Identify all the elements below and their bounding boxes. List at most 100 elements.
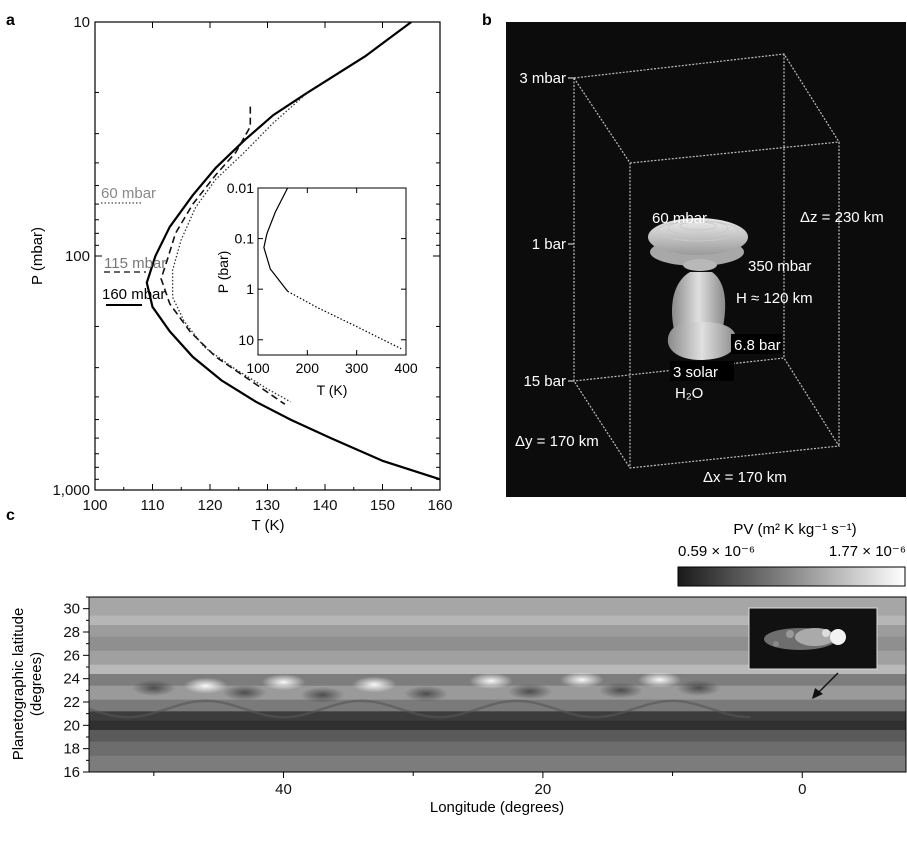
inset-ytick-label: 0.01: [227, 180, 254, 196]
panel-a-xtick-label: 150: [370, 497, 395, 514]
colorbar-title: PV (m² K kg⁻¹ s⁻¹): [733, 521, 856, 538]
panel-a-series-dotted: [171, 91, 309, 403]
panel-a-ytick-label: 10: [73, 14, 90, 31]
wireframe-box: [573, 53, 841, 469]
latitude-band: [89, 625, 906, 638]
panel-c-frame: [88, 596, 907, 773]
panel-c-ytick-label: 24: [63, 671, 80, 688]
panel-c-ylabel-line1: Planetographic latitude: [10, 608, 27, 761]
label-3mbar: 3 mbar: [519, 70, 566, 87]
plume-annotations: 60 mbar Δz = 230 km 350 mbar H ≈ 120 km …: [515, 209, 884, 486]
panel-c-ytick-label: 28: [63, 624, 80, 641]
inset-arrow: [817, 672, 839, 694]
convective-plume: [648, 218, 748, 360]
inset-xtick-label: 400: [394, 360, 418, 376]
vortex: [352, 676, 397, 693]
panel-c-xlabel: Longitude (degrees): [430, 799, 564, 816]
vortex: [404, 685, 449, 702]
panel-a-xtick-label: 160: [427, 497, 452, 514]
panel-c-letter: c: [6, 507, 15, 524]
panel-b-letter: b: [482, 12, 492, 29]
label-6.8bar-bg: [731, 334, 782, 354]
latitude-band: [89, 699, 906, 712]
latitude-band: [89, 615, 906, 626]
panel-c: c PV (m² K kg⁻¹ s⁻¹) 0.59 × 10⁻⁶ 1.77 × …: [6, 507, 907, 816]
panel-a-series-solid: [145, 22, 440, 481]
inset-background: [252, 184, 408, 364]
panel-c-ytick-label: 18: [63, 741, 80, 758]
vortex: [131, 680, 176, 696]
inset-ytick-label: 0.1: [235, 231, 255, 247]
label-3solar: 3 solar: [673, 364, 718, 381]
panel-c-xtick-label: 20: [535, 781, 552, 798]
legend-160mbar-label: 160 mbar: [102, 286, 165, 303]
label-scale-height: H ≈ 120 km: [736, 290, 813, 307]
label-delta-x: Δx = 170 km: [703, 469, 787, 486]
wave-line: [89, 699, 751, 719]
panel-c-ytick-label: 26: [63, 647, 80, 664]
vortex: [222, 684, 267, 701]
latitude-band: [89, 720, 906, 731]
label-delta-z: Δz = 230 km: [800, 209, 884, 226]
inset-ylabel: P (bar): [215, 251, 231, 294]
panel-c-ticks: 40 20 0 16 18 20 22 24 26 28 30: [63, 596, 806, 798]
panel-a-xtick-label: 100: [82, 497, 107, 514]
legend-60mbar-label: 60 mbar: [101, 185, 156, 202]
latitude-band: [89, 636, 906, 652]
panel-a-xtick-label: 140: [312, 497, 337, 514]
panel-b: b 3 mbar 1 bar 15 bar: [482, 12, 906, 497]
vortex: [637, 671, 682, 688]
vortex: [676, 680, 721, 696]
panel-a-legend: 60 mbar 115 mbar 160 mbar: [101, 185, 166, 306]
panel-b-axis-labels: 3 mbar 1 bar 15 bar: [519, 70, 574, 390]
inset-frame: [257, 187, 407, 356]
panel-a-letter: a: [6, 12, 15, 29]
vortex: [598, 682, 643, 699]
label-3solar-bg: [670, 361, 734, 381]
latitude-band: [89, 664, 906, 675]
inset-series-solid: [263, 188, 289, 292]
panel-a-series: [145, 22, 440, 481]
colorbar: PV (m² K kg⁻¹ s⁻¹) 0.59 × 10⁻⁶ 1.77 × 10…: [677, 521, 906, 587]
vortex: [559, 671, 604, 688]
vortex: [507, 683, 552, 700]
inset-ytick-label: 10: [238, 332, 254, 348]
inset-series-dotted: [287, 290, 402, 350]
panel-c-ytick-label: 22: [63, 694, 80, 711]
latitude-band: [89, 711, 906, 722]
colorbar-gradient: [677, 566, 906, 587]
latitude-band: [89, 755, 906, 772]
panel-a-xtick-label: 110: [141, 497, 165, 514]
inset-xlabel: T (K): [317, 382, 348, 398]
label-350mbar: 350 mbar: [748, 258, 811, 275]
latitude-band: [89, 650, 906, 666]
label-h2o: H₂O: [675, 385, 703, 402]
label-delta-y: Δy = 170 km: [515, 433, 599, 450]
label-6.8bar: 6.8 bar: [734, 337, 781, 354]
latitude-band: [89, 597, 906, 617]
colorbar-max-label: 1.77 × 10⁻⁶: [829, 543, 906, 560]
vortex: [300, 687, 345, 703]
latitude-band: [89, 741, 906, 757]
inset-ytick-label: 1: [246, 281, 254, 297]
inset-xtick-label: 200: [296, 360, 320, 376]
inset-xtick-label: 100: [246, 360, 270, 376]
label-1bar: 1 bar: [532, 236, 566, 253]
vortex: [261, 674, 306, 691]
panel-a-ytick-label: 1,000: [52, 482, 90, 499]
panel-c-ytick-label: 20: [63, 717, 80, 734]
panel-a-xtick-label: 120: [197, 497, 222, 514]
latitude-band: [89, 730, 906, 743]
label-60mbar-plume: 60 mbar: [652, 210, 707, 227]
panel-a-xlabel: T (K): [251, 517, 284, 534]
inset-series: [263, 188, 402, 350]
panel-a-xtick-label: 130: [255, 497, 280, 514]
panel-a-series-dashed: [160, 106, 286, 405]
panel-a-ylabel: P (mbar): [29, 227, 46, 285]
panel-c-xtick-label: 0: [798, 781, 806, 798]
panel-c-ytick-label: 30: [63, 601, 80, 618]
panel-a-ytick-label: 100: [65, 248, 90, 265]
